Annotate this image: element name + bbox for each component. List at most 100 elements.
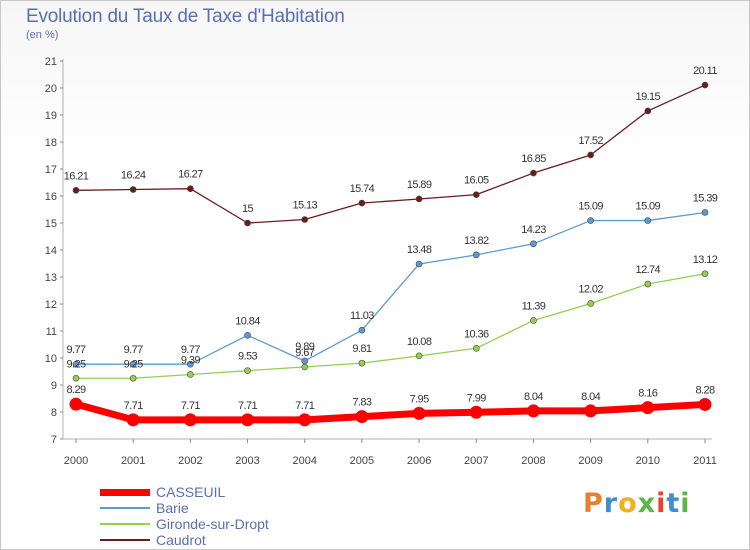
data-label-caudrot: 15.74: [350, 183, 375, 195]
data-point-casseuil: [69, 397, 83, 411]
logo-letter: o: [618, 488, 638, 519]
data-label-casseuil: 8.04: [524, 391, 543, 403]
data-point-casseuil: [526, 404, 540, 418]
data-point-barie: [587, 217, 594, 224]
data-point-caudrot: [530, 169, 537, 177]
data-label-gironde-sur-dropt: 9.39: [181, 354, 200, 366]
data-point-casseuil: [698, 397, 712, 411]
data-point-barie: [472, 251, 480, 259]
data-point-gironde-sur-dropt: [301, 363, 309, 371]
data-label-barie: 13.82: [464, 235, 489, 247]
y-tick-label: 12: [45, 299, 57, 311]
data-label-barie: 11.03: [350, 310, 374, 322]
logo-letter: x: [637, 488, 657, 519]
y-tick-label: 20: [45, 83, 57, 95]
legend-item-barie: Barie: [100, 500, 269, 516]
data-label-casseuil: 7.71: [295, 400, 314, 412]
data-point-caudrot: [187, 185, 194, 193]
data-point-caudrot: [358, 199, 366, 207]
data-label-casseuil: 8.04: [581, 391, 600, 403]
logo-letter: P: [583, 488, 604, 519]
data-point-gironde-sur-dropt: [72, 374, 80, 382]
y-tick-label: 16: [45, 191, 57, 203]
legend-item-caudrot: Caudrot: [100, 532, 269, 548]
data-label-casseuil: 8.16: [638, 388, 657, 400]
data-point-gironde-sur-dropt: [701, 270, 709, 278]
data-point-gironde-sur-dropt: [244, 367, 251, 374]
data-point-barie: [701, 209, 709, 216]
x-tick-label: 2000: [64, 455, 88, 467]
data-point-casseuil: [183, 413, 197, 427]
data-label-barie: 13.48: [407, 244, 432, 256]
data-point-barie: [415, 260, 423, 268]
data-label-casseuil: 8.28: [695, 384, 714, 396]
data-label-barie: 9.77: [124, 344, 143, 356]
data-label-barie: 15.09: [636, 201, 661, 213]
x-tick-label: 2007: [464, 455, 488, 467]
data-point-casseuil: [412, 406, 426, 420]
y-tick-label: 7: [51, 434, 57, 446]
y-tick-label: 10: [45, 353, 57, 365]
data-point-barie: [530, 240, 537, 248]
chart-title: Evolution du Taux de Taxe d'Habitation: [26, 6, 345, 27]
data-label-barie: 15.39: [693, 192, 718, 204]
data-point-casseuil: [641, 401, 655, 415]
y-tick-label: 17: [45, 164, 57, 176]
x-tick-label: 2002: [178, 455, 202, 467]
series-line-caudrot: [75, 84, 706, 224]
series-line-casseuil: [75, 400, 706, 424]
data-point-barie: [129, 360, 137, 368]
data-label-caudrot: 16.24: [121, 170, 146, 182]
data-label-casseuil: 7.83: [352, 397, 371, 409]
data-point-caudrot: [244, 219, 251, 227]
data-point-barie: [72, 360, 80, 368]
data-label-gironde-sur-dropt: 9.25: [124, 358, 143, 370]
data-point-barie: [187, 360, 194, 368]
legend-label: CASSEUIL: [156, 484, 226, 500]
data-label-caudrot: 15.13: [292, 199, 317, 211]
data-label-gironde-sur-dropt: 10.36: [464, 328, 489, 340]
data-point-caudrot: [472, 191, 480, 198]
y-tick-label: 11: [46, 326, 57, 338]
data-point-gironde-sur-dropt: [472, 344, 480, 352]
data-label-barie: 10.84: [235, 315, 260, 327]
data-label-casseuil: 7.71: [124, 400, 143, 412]
logo-letter: r: [603, 488, 619, 519]
data-label-caudrot: 16.27: [178, 169, 203, 181]
data-point-caudrot: [72, 187, 80, 194]
y-tick-label: 9: [51, 380, 57, 392]
y-tick-label: 19: [45, 110, 57, 122]
x-tick-label: 2005: [350, 455, 374, 467]
y-tick-label: 13: [45, 272, 57, 284]
data-point-gironde-sur-dropt: [358, 359, 366, 367]
data-label-caudrot: 17.52: [578, 135, 603, 147]
data-point-gironde-sur-dropt: [415, 352, 423, 360]
data-point-casseuil: [241, 413, 255, 427]
data-label-gironde-sur-dropt: 9.53: [238, 351, 257, 363]
data-point-barie: [301, 357, 309, 365]
data-label-gironde-sur-dropt: 9.81: [352, 343, 371, 355]
legend-label: Barie: [156, 500, 189, 516]
data-point-gironde-sur-dropt: [644, 280, 652, 288]
data-label-barie: 9.89: [295, 341, 314, 353]
data-label-gironde-sur-dropt: 9.67: [295, 347, 314, 359]
data-point-caudrot: [701, 81, 709, 89]
legend-swatch: [100, 523, 150, 525]
data-point-casseuil: [584, 404, 598, 418]
series-line-gironde-sur-dropt: [76, 273, 706, 379]
data-label-gironde-sur-dropt: 9.25: [66, 358, 85, 370]
data-point-casseuil: [469, 405, 483, 419]
data-label-casseuil: 7.95: [410, 393, 429, 405]
x-tick-label: 2011: [693, 455, 717, 467]
data-label-caudrot: 16.05: [464, 175, 489, 187]
data-point-gironde-sur-dropt: [187, 371, 194, 378]
y-tick-label: 14: [45, 245, 57, 257]
data-point-barie: [358, 326, 366, 334]
y-tick-label: 15: [45, 218, 57, 230]
logo-letter: t: [666, 488, 681, 519]
data-label-barie: 15.09: [578, 201, 603, 213]
legend-swatch: [100, 539, 150, 541]
legend-swatch: [100, 488, 150, 496]
